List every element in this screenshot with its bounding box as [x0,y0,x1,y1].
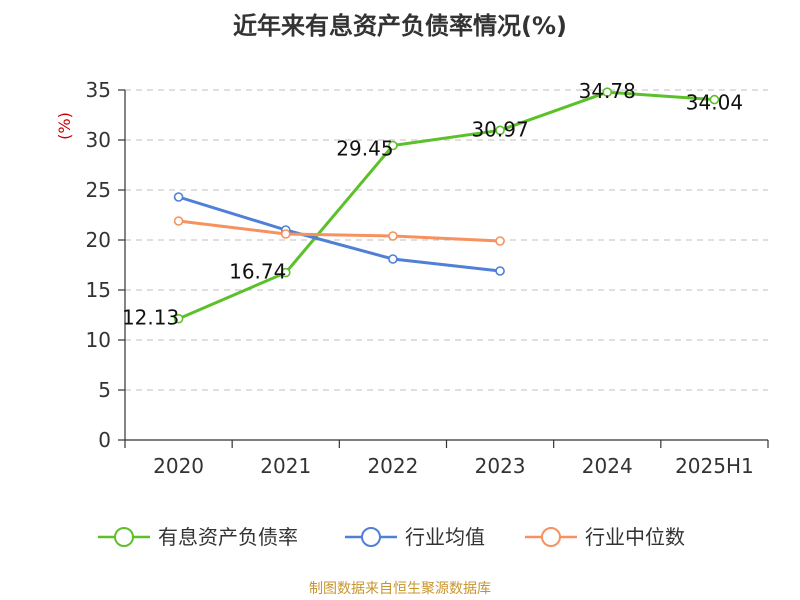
y-tick-label: 10 [86,328,111,352]
data-label: 12.13 [122,306,179,330]
data-point [495,266,505,276]
series-line-2 [178,219,501,243]
data-label-layer: 12.13 16.74 29.45 30.97 34.78 34.04 [122,79,743,330]
x-tick-label: 2020 [153,454,204,478]
y-tick-label: 35 [86,78,111,102]
legend-label-2: 行业中位数 [585,525,685,549]
data-label: 29.45 [336,137,393,161]
data-point [495,236,505,246]
data-point [388,231,398,241]
x-tick-label: 2025H1 [675,454,754,478]
data-label: 30.97 [471,117,528,141]
y-tick-label: 5 [98,378,111,402]
data-point [602,87,613,97]
x-tick-label: 2024 [582,454,633,478]
data-point [388,140,398,151]
data-point [280,267,291,278]
data-label: 34.04 [686,91,743,115]
legend-label-0: 有息资产负债率 [158,525,298,549]
x-tick-label: 2021 [260,454,311,478]
data-point [173,313,184,324]
y-tick-label: 0 [98,428,111,452]
legend-label-1: 行业均值 [405,525,485,549]
data-label: 34.78 [579,79,636,103]
source-note: 制图数据来自恒生聚源数据库 [309,581,491,597]
data-point [280,229,291,239]
x-tick-label: 2023 [475,454,526,478]
series-line-1 [178,195,501,273]
y-tick-label: 30 [86,128,111,152]
data-label: 16.74 [229,260,286,284]
y-axis-label: (%) [55,112,74,140]
axis-layer: 0 5 10 15 20 25 30 35 2020 2021 2022 2023 2024 2025H1… [55,78,769,478]
y-tick-label: 25 [86,178,111,202]
series-layer [173,87,720,324]
data-point [709,94,720,105]
data-point [495,125,505,136]
legend-marker-0 [114,527,134,547]
y-tick-label: 15 [86,278,111,302]
legend: 有息资产负债率 行业均值 行业中位数 [98,525,685,549]
legend-marker-1 [361,527,381,547]
chart-title: 近年来有息资产负债率情况(%) [233,12,567,40]
legend-marker-2 [541,527,561,547]
data-point [173,192,184,202]
y-tick-label: 20 [86,228,111,252]
series-line-0 [178,90,715,321]
x-tick-label: 2022 [367,454,418,478]
data-point [388,254,398,264]
data-point [173,216,184,226]
